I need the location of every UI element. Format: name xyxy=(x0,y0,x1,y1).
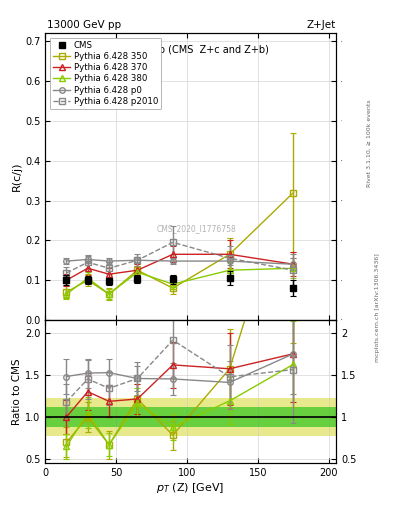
Bar xyxy=(45,398,59,436)
Bar xyxy=(152,398,201,436)
Bar xyxy=(73,398,88,436)
Bar xyxy=(45,407,59,427)
Y-axis label: R(c/j): R(c/j) xyxy=(12,162,22,191)
Text: 13000 GeV pp: 13000 GeV pp xyxy=(47,19,121,30)
Bar xyxy=(201,398,265,436)
Bar xyxy=(59,398,73,436)
Bar xyxy=(265,407,336,427)
Bar xyxy=(116,398,152,436)
X-axis label: $p_T$ (Z) [GeV]: $p_T$ (Z) [GeV] xyxy=(156,481,225,495)
Bar xyxy=(88,407,116,427)
Text: mcplots.cern.ch [arXiv:1306.3436]: mcplots.cern.ch [arXiv:1306.3436] xyxy=(375,253,380,361)
Bar xyxy=(152,407,201,427)
Bar xyxy=(265,398,336,436)
Text: pT(Z) ratio (CMS  Z+c and Z+b): pT(Z) ratio (CMS Z+c and Z+b) xyxy=(113,45,268,55)
Bar xyxy=(201,407,265,427)
Bar xyxy=(116,407,152,427)
Y-axis label: Ratio to CMS: Ratio to CMS xyxy=(12,358,22,425)
Text: CMS_2020_I1776758: CMS_2020_I1776758 xyxy=(156,224,236,233)
Bar xyxy=(88,398,116,436)
Text: Z+Jet: Z+Jet xyxy=(307,19,336,30)
Legend: CMS, Pythia 6.428 350, Pythia 6.428 370, Pythia 6.428 380, Pythia 6.428 p0, Pyth: CMS, Pythia 6.428 350, Pythia 6.428 370,… xyxy=(50,37,162,109)
Bar xyxy=(73,407,88,427)
Bar xyxy=(59,407,73,427)
Text: Rivet 3.1.10, ≥ 100k events: Rivet 3.1.10, ≥ 100k events xyxy=(367,99,372,187)
